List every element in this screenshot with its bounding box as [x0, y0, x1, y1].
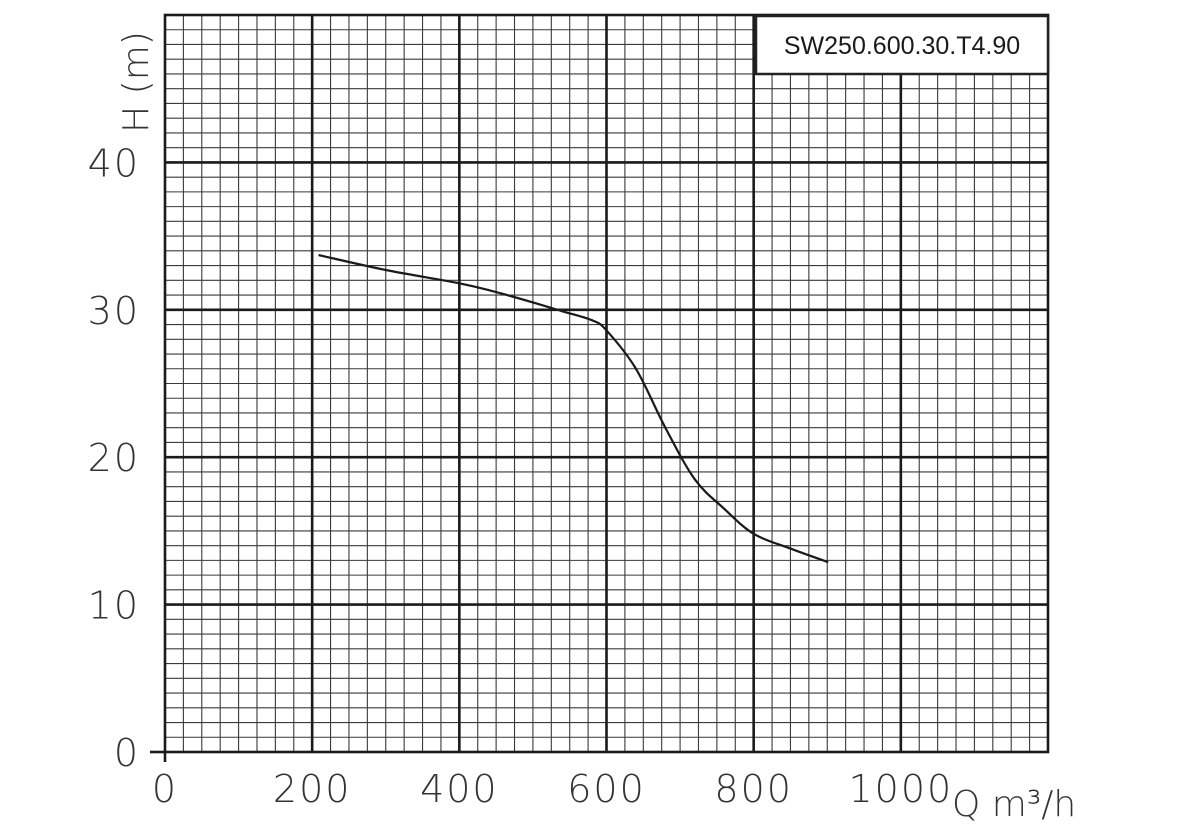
major-grid [165, 15, 1048, 752]
data-point [605, 329, 608, 332]
y-tick-label: 10 [88, 584, 140, 628]
x-axis-label: Q m³/h [952, 784, 1076, 825]
data-point [826, 560, 829, 563]
model-label-box: SW250.600.30.T4.90 [754, 14, 1050, 76]
data-point [384, 268, 387, 272]
x-tick-label: 1000 [848, 767, 953, 811]
data-point [752, 532, 755, 535]
y-tick-label: 40 [88, 141, 140, 185]
data-point [789, 547, 792, 550]
axes [150, 13, 1050, 762]
data-point [634, 367, 638, 370]
data-point [495, 291, 498, 294]
head-curve-series [318, 254, 829, 563]
x-tick-label: 400 [420, 767, 499, 811]
data-point [561, 310, 564, 313]
data-point [531, 301, 535, 304]
data-point [318, 254, 321, 257]
y-tick-label: 20 [88, 436, 140, 480]
chart-title: SW250.600.30.T4.90 [784, 32, 1020, 60]
x-tick-label: 200 [273, 767, 352, 811]
data-point [590, 319, 593, 322]
data-point [458, 282, 461, 285]
plot-frame [163, 13, 1050, 754]
x-tick-label: 800 [714, 767, 793, 811]
x-tick-label: 600 [567, 767, 646, 811]
data-point [664, 426, 667, 429]
data-point [693, 478, 696, 481]
y-axis-label: H (m) [116, 31, 157, 133]
data-point [723, 507, 726, 510]
x-tick-label: 0 [152, 767, 178, 811]
y-tick-label: 30 [88, 289, 140, 333]
y-tick-label: 0 [114, 731, 140, 775]
